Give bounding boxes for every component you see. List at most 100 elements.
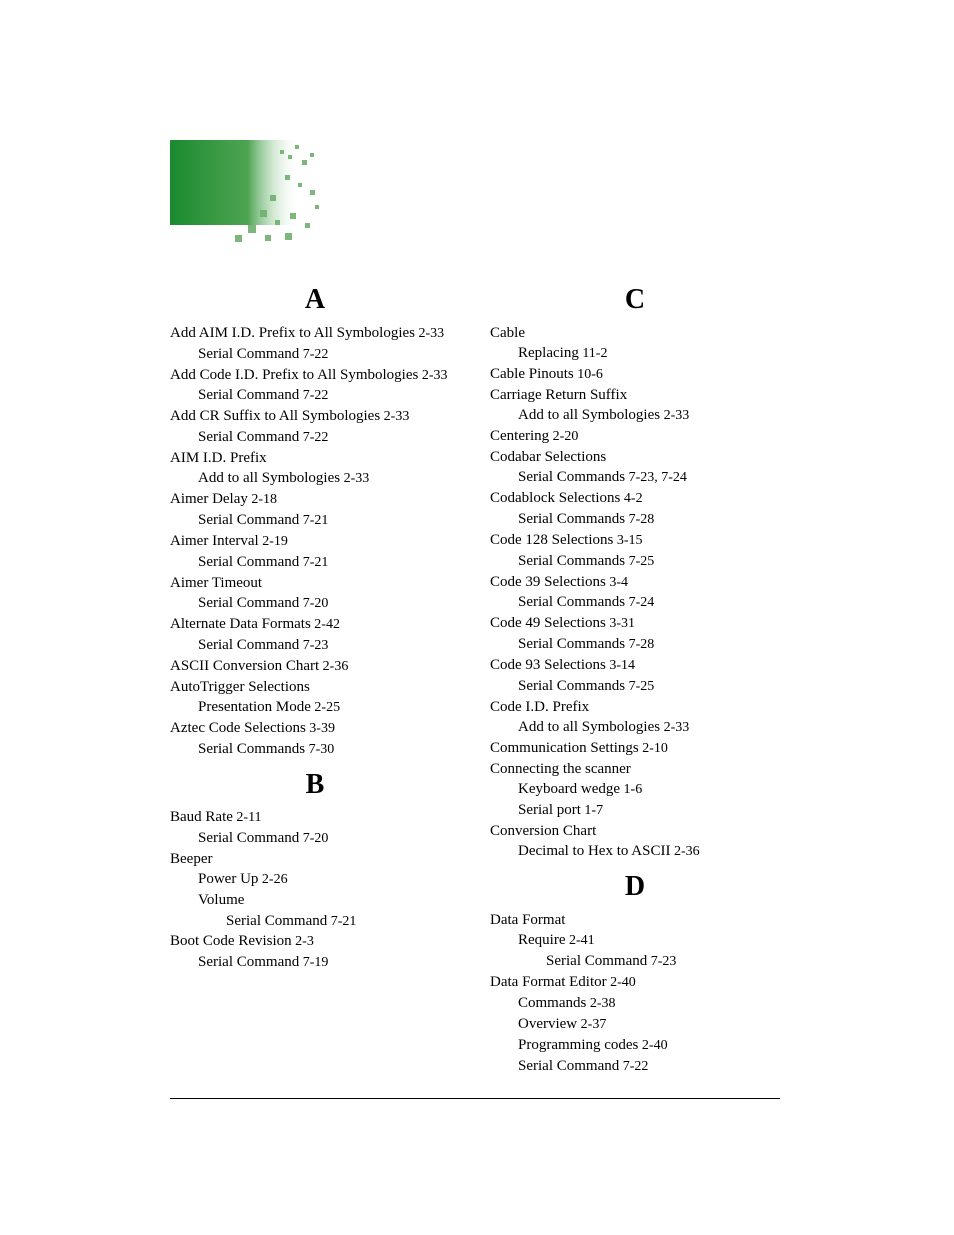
entry-text: Add to all Symbologies <box>198 470 340 486</box>
entry-ref: 7-20 <box>299 831 328 846</box>
entry-text: Serial Command <box>546 953 647 969</box>
entry-ref: 3-31 <box>606 616 635 631</box>
index-entry: Require 2-41 <box>518 930 780 951</box>
entry-text: Codablock Selections <box>490 490 620 506</box>
entry-text: Serial Commands <box>198 741 305 757</box>
index-entry: Add Code I.D. Prefix to All Symbologies … <box>170 365 460 386</box>
index-entry: Serial Command 7-23 <box>198 635 460 656</box>
entry-text: Serial Command <box>198 595 299 611</box>
entry-text: Serial Commands <box>518 636 625 652</box>
entry-text: Baud Rate <box>170 809 233 825</box>
index-entry: Serial Command 7-23 <box>546 951 780 972</box>
entry-ref: 2-40 <box>638 1038 667 1053</box>
index-entry: Presentation Mode 2-25 <box>198 697 460 718</box>
entry-ref: 7-25 <box>625 679 654 694</box>
entry-text: Serial Command <box>198 637 299 653</box>
index-entry: Add AIM I.D. Prefix to All Symbologies 2… <box>170 323 460 344</box>
entry-ref: 7-30 <box>305 742 334 757</box>
entry-text: Serial Command <box>198 387 299 403</box>
index-entry: Serial Command 7-21 <box>226 911 460 932</box>
entry-text: Communication Settings <box>490 740 639 756</box>
entry-text: Centering <box>490 428 549 444</box>
entry-ref: 7-22 <box>619 1059 648 1074</box>
index-entry: Code I.D. Prefix <box>490 697 780 717</box>
entry-ref: 7-21 <box>299 555 328 570</box>
entry-text: Add to all Symbologies <box>518 407 660 423</box>
entry-text: Aimer Delay <box>170 491 248 507</box>
index-entry: Serial Command 7-22 <box>198 385 460 406</box>
index-entry: Code 49 Selections 3-31 <box>490 613 780 634</box>
entry-text: Add CR Suffix to All Symbologies <box>170 408 380 424</box>
entry-text: Aztec Code Selections <box>170 720 306 736</box>
index-entry: Communication Settings 2-10 <box>490 738 780 759</box>
entry-ref: 1-7 <box>581 803 603 818</box>
entry-ref: 2-18 <box>248 492 277 507</box>
index-entry: Carriage Return Suffix <box>490 385 780 405</box>
index-entry: Serial Commands 7-25 <box>518 551 780 572</box>
entry-ref: 2-38 <box>586 996 615 1011</box>
index-entry: Volume <box>198 890 460 910</box>
entry-ref: 7-21 <box>299 513 328 528</box>
index-entry: Cable Pinouts 10-6 <box>490 364 780 385</box>
entry-text: Data Format Editor <box>490 974 607 990</box>
entry-text: Connecting the scanner <box>490 761 631 777</box>
index-entry: Serial Command 7-20 <box>198 828 460 849</box>
entry-ref: 7-23, 7-24 <box>625 470 687 485</box>
index-entry: Code 93 Selections 3-14 <box>490 655 780 676</box>
entry-ref: 7-19 <box>299 955 328 970</box>
index-entry: Serial Commands 7-28 <box>518 509 780 530</box>
index-entry: Power Up 2-26 <box>198 869 460 890</box>
entry-ref: 2-33 <box>380 409 409 424</box>
index-entry: Serial port 1-7 <box>518 800 780 821</box>
entry-text: Aimer Timeout <box>170 575 262 591</box>
index-entry: Serial Command 7-22 <box>198 344 460 365</box>
entry-text: Serial Commands <box>518 469 625 485</box>
entry-text: Decimal to Hex to ASCII <box>518 843 670 859</box>
entry-text: Keyboard wedge <box>518 781 620 797</box>
index-entry: Code 128 Selections 3-15 <box>490 530 780 551</box>
entry-ref: 7-23 <box>647 954 676 969</box>
index-entry: Connecting the scanner <box>490 759 780 779</box>
entry-ref: 7-23 <box>299 638 328 653</box>
entry-ref: 2-11 <box>233 810 262 825</box>
entry-ref: 2-20 <box>549 429 578 444</box>
entry-text: Presentation Mode <box>198 699 311 715</box>
index-entry: Centering 2-20 <box>490 426 780 447</box>
index-entry: Serial Commands 7-30 <box>198 739 460 760</box>
index-entry: AIM I.D. Prefix <box>170 448 460 468</box>
index-entry: Data Format Editor 2-40 <box>490 972 780 993</box>
entry-text: Serial Command <box>226 913 327 929</box>
entry-ref: 2-40 <box>607 975 636 990</box>
section-letter: D <box>490 868 780 906</box>
index-entry: Aimer Delay 2-18 <box>170 489 460 510</box>
index-entry: Alternate Data Formats 2-42 <box>170 614 460 635</box>
entry-text: Serial Command <box>198 346 299 362</box>
index-entry: Serial Command 7-21 <box>198 510 460 531</box>
entry-text: Code I.D. Prefix <box>490 699 589 715</box>
entry-ref: 2-37 <box>577 1017 606 1032</box>
entry-ref: 2-36 <box>319 659 348 674</box>
entry-text: Serial Command <box>198 512 299 528</box>
index-entry: Beeper <box>170 849 460 869</box>
index-entry: Cable <box>490 323 780 343</box>
entry-ref: 2-42 <box>311 617 340 632</box>
index-entry: ASCII Conversion Chart 2-36 <box>170 656 460 677</box>
entry-text: Carriage Return Suffix <box>490 387 627 403</box>
section-letter: B <box>170 766 460 804</box>
index-entry: Commands 2-38 <box>518 993 780 1014</box>
entry-text: Volume <box>198 892 244 908</box>
entry-text: Add Code I.D. Prefix to All Symbologies <box>170 367 418 383</box>
entry-ref: 2-26 <box>258 872 287 887</box>
index-entry: Serial Command 7-22 <box>518 1056 780 1077</box>
index-entry: Replacing 11-2 <box>518 343 780 364</box>
entry-text: Overview <box>518 1016 577 1032</box>
entry-ref: 7-21 <box>327 914 356 929</box>
index-columns: AAdd AIM I.D. Prefix to All Symbologies … <box>170 275 780 1076</box>
entry-ref: 2-33 <box>660 408 689 423</box>
entry-text: AIM I.D. Prefix <box>170 450 267 466</box>
entry-ref: 7-20 <box>299 596 328 611</box>
index-entry: Aztec Code Selections 3-39 <box>170 718 460 739</box>
index-entry: Serial Commands 7-28 <box>518 634 780 655</box>
right-column: CCableReplacing 11-2Cable Pinouts 10-6Ca… <box>490 275 780 1076</box>
index-entry: Serial Commands 7-23, 7-24 <box>518 467 780 488</box>
